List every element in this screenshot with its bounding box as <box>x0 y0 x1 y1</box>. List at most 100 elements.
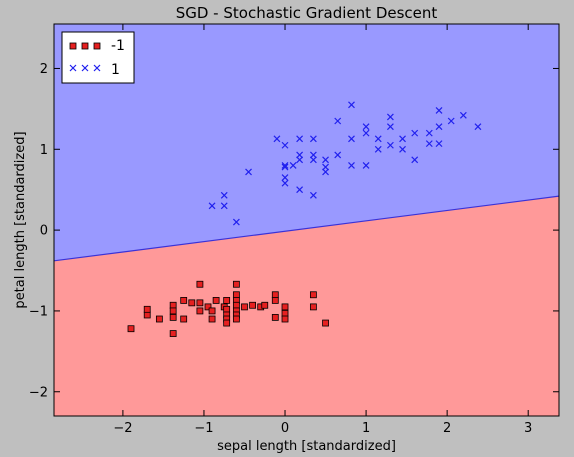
point-neg1-36 <box>271 297 279 304</box>
y-axis-label: petal length [standardized] <box>13 131 28 308</box>
point-pos1-6 <box>281 141 289 149</box>
point-pos1-46 <box>459 111 467 119</box>
legend-marker-neg1 <box>69 42 101 50</box>
legend-square-2 <box>93 42 101 50</box>
y-tick-label: 1 <box>40 143 48 158</box>
point-pos1-28 <box>362 123 370 131</box>
point-neg1-24 <box>232 280 240 288</box>
point-neg1-11 <box>196 280 204 288</box>
point-neg1-30 <box>232 315 240 323</box>
point-neg1-5 <box>169 301 177 309</box>
point-neg1-37 <box>271 313 279 321</box>
x-tick-label: 2 <box>443 421 451 436</box>
point-neg1-35 <box>271 291 279 299</box>
point-pos1-39 <box>411 156 419 164</box>
point-neg1-17 <box>212 297 220 304</box>
point-neg1-41 <box>309 291 317 299</box>
point-pos1-23 <box>334 117 342 125</box>
region-class-pos1 <box>54 24 559 261</box>
point-pos1-10 <box>281 179 289 187</box>
point-neg1-12 <box>196 299 204 307</box>
x-tick-label: −1 <box>194 421 213 436</box>
point-neg1-20 <box>223 305 231 313</box>
point-pos1-14 <box>296 156 304 164</box>
legend-cross-0 <box>69 64 77 72</box>
point-neg1-27 <box>232 301 240 309</box>
point-neg1-23 <box>223 319 231 327</box>
point-pos1-36 <box>399 135 406 143</box>
point-neg1-13 <box>196 307 204 315</box>
point-pos1-0 <box>208 202 216 210</box>
point-pos1-30 <box>362 162 370 169</box>
y-tick-label: −1 <box>29 304 48 319</box>
point-pos1-47 <box>474 123 482 131</box>
point-neg1-34 <box>261 301 269 309</box>
point-neg1-14 <box>204 303 212 311</box>
x-axis-ticks: −2 −1 0 1 2 3 <box>113 24 532 436</box>
point-pos1-18 <box>309 156 317 164</box>
legend-cross-1 <box>81 64 89 72</box>
point-neg1-42 <box>309 303 317 311</box>
point-pos1-40 <box>425 129 433 137</box>
point-pos1-33 <box>386 113 394 121</box>
y-tick-label: −2 <box>29 385 48 400</box>
point-pos1-27 <box>348 162 355 169</box>
point-neg1-15 <box>208 307 216 315</box>
point-neg1-2 <box>143 305 151 313</box>
legend-cross-2 <box>93 64 101 72</box>
point-pos1-15 <box>296 186 304 194</box>
series-neg1-points <box>127 280 329 337</box>
point-pos1-45 <box>447 117 455 125</box>
point-pos1-13 <box>296 151 304 159</box>
point-pos1-37 <box>399 145 406 153</box>
point-neg1-19 <box>223 297 231 304</box>
point-pos1-17 <box>309 151 317 159</box>
x-tick-label: 3 <box>524 421 532 436</box>
point-neg1-6 <box>169 307 177 315</box>
decision-boundary <box>54 195 559 262</box>
point-neg1-16 <box>208 315 216 323</box>
point-pos1-35 <box>386 141 394 149</box>
point-pos1-9 <box>281 174 289 181</box>
point-pos1-22 <box>322 168 329 176</box>
point-neg1-40 <box>281 315 289 323</box>
point-pos1-41 <box>425 140 433 148</box>
point-pos1-1 <box>220 191 228 199</box>
point-neg1-25 <box>232 291 240 299</box>
point-pos1-25 <box>348 101 355 109</box>
plot-frame <box>53 23 560 417</box>
point-pos1-3 <box>232 218 240 226</box>
point-neg1-0 <box>127 325 135 333</box>
point-pos1-5 <box>273 135 281 143</box>
point-neg1-31 <box>241 303 248 311</box>
legend-marker-pos1 <box>69 64 101 72</box>
point-neg1-43 <box>322 319 329 327</box>
point-pos1-11 <box>289 162 297 169</box>
point-pos1-38 <box>411 129 419 137</box>
legend-square-1 <box>81 42 89 50</box>
series-pos1-points <box>208 101 482 226</box>
point-pos1-42 <box>435 107 443 114</box>
point-pos1-34 <box>386 123 394 131</box>
point-pos1-31 <box>374 135 382 143</box>
point-pos1-43 <box>435 123 443 131</box>
legend-label-neg1: -1 <box>111 38 125 54</box>
point-pos1-4 <box>245 168 252 176</box>
point-neg1-4 <box>169 330 177 337</box>
x-tick-label: 0 <box>281 421 289 436</box>
point-pos1-19 <box>309 191 317 199</box>
y-tick-label: 0 <box>40 224 48 239</box>
x-tick-label: 1 <box>362 421 370 436</box>
point-pos1-8 <box>281 163 289 171</box>
plot-area: −2 −1 0 1 2 3 −2 −1 0 1 2 <box>29 23 560 436</box>
point-pos1-44 <box>435 140 443 148</box>
point-neg1-39 <box>281 309 289 317</box>
legend-square-0 <box>69 42 77 50</box>
x-tick-label: −2 <box>113 421 132 436</box>
legend-label-pos1: 1 <box>111 62 120 78</box>
point-pos1-7 <box>281 162 289 169</box>
point-neg1-1 <box>143 311 151 319</box>
point-neg1-8 <box>180 297 188 304</box>
chart-title: SGD - Stochastic Gradient Descent <box>176 4 438 22</box>
